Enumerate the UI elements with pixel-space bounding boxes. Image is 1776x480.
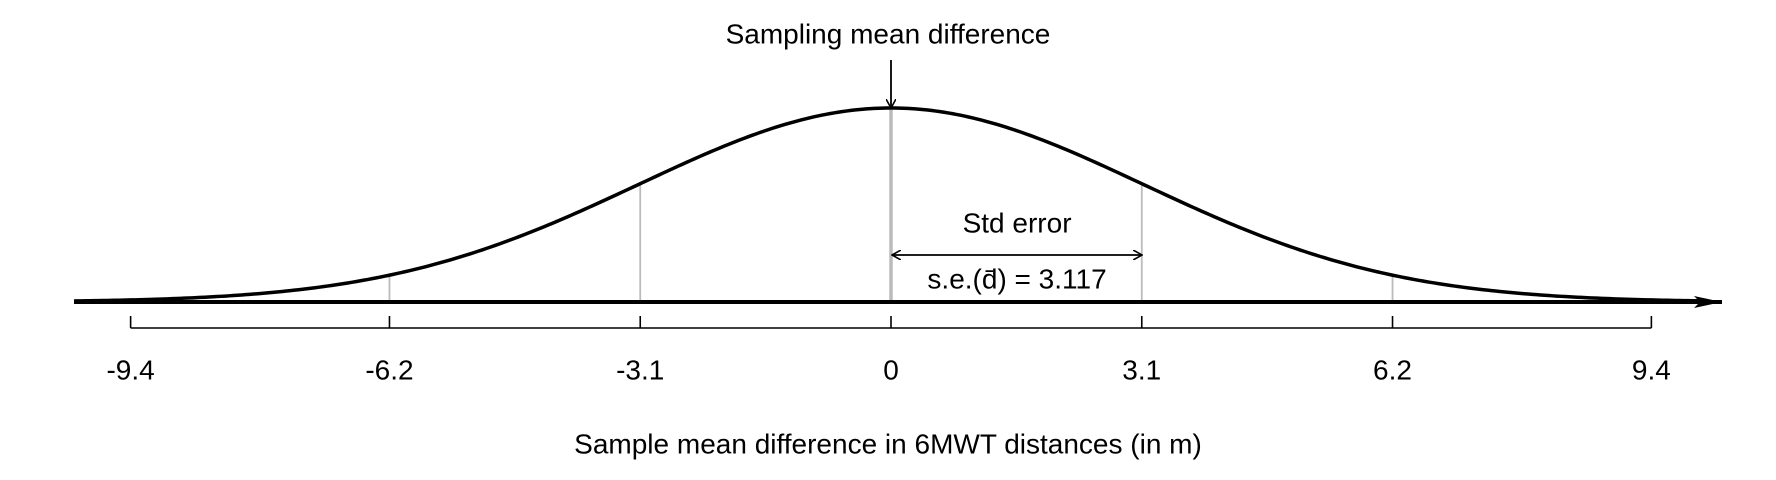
x-axis-label: Sample mean difference in 6MWT distances… (574, 428, 1202, 459)
x-tick-label: 9.4 (1632, 354, 1671, 385)
x-tick-label: -6.2 (365, 354, 413, 385)
se-label: s.e.(d̄) = 3.117 (927, 263, 1106, 294)
x-tick-label: -3.1 (616, 354, 664, 385)
x-tick-label: -9.4 (106, 354, 154, 385)
std-error-label: Std error (963, 207, 1072, 238)
chart-title: Sampling mean difference (726, 18, 1051, 49)
x-tick-label: 0 (883, 354, 899, 385)
x-tick-label: 6.2 (1373, 354, 1412, 385)
x-tick-label: 3.1 (1122, 354, 1161, 385)
